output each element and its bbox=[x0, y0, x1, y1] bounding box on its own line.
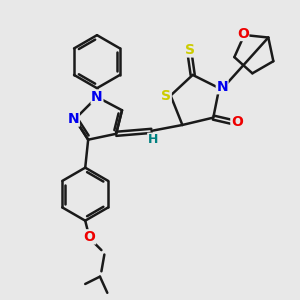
Text: N: N bbox=[68, 112, 79, 126]
Text: S: S bbox=[185, 43, 195, 57]
Text: O: O bbox=[84, 230, 96, 244]
Text: H: H bbox=[148, 133, 158, 146]
Text: N: N bbox=[216, 80, 228, 94]
Text: S: S bbox=[161, 88, 171, 103]
Text: O: O bbox=[231, 115, 243, 129]
Text: O: O bbox=[237, 26, 249, 40]
Text: N: N bbox=[91, 90, 103, 104]
